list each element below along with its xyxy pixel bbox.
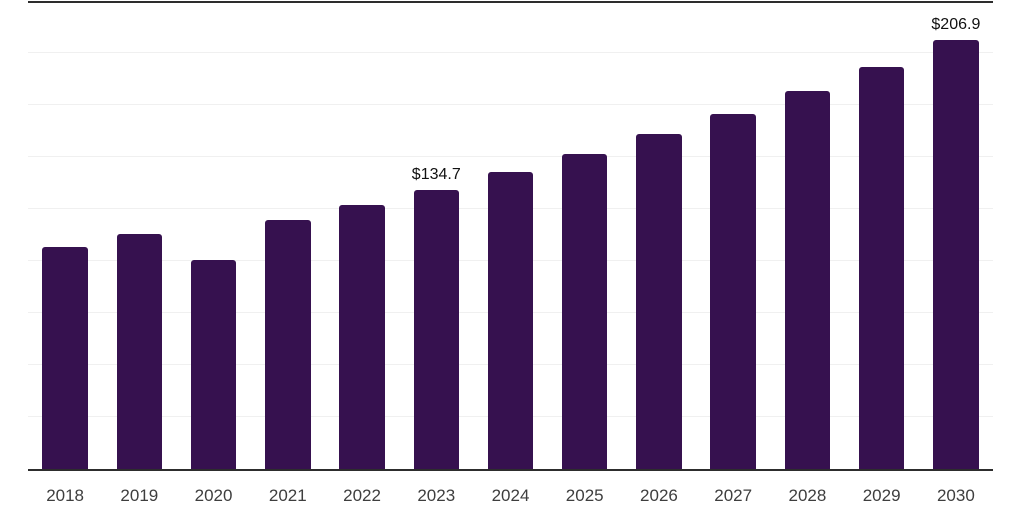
x-axis-line [28, 469, 993, 471]
plot-top-border [28, 1, 993, 3]
x-tick-2027: 2027 [714, 486, 753, 505]
bar-2030 [933, 40, 979, 470]
x-tick-2030: 2030 [936, 486, 975, 505]
bar-2028 [784, 91, 831, 470]
gridline-150 [28, 156, 993, 158]
bar-2022 [339, 205, 385, 470]
gridline-175 [28, 104, 993, 106]
x-tick-2019: 2019 [120, 486, 159, 505]
bar-2021 [265, 219, 311, 470]
x-tick-2021: 2021 [268, 486, 307, 505]
gridline-200 [28, 52, 993, 54]
bar-2019 [116, 234, 163, 470]
bar-2023 [413, 190, 460, 470]
x-tick-2029: 2029 [862, 486, 901, 505]
bar-value-label-2023: $134.7 [411, 166, 461, 184]
x-tick-2023: 2023 [417, 486, 456, 505]
x-tick-2025: 2025 [565, 486, 604, 505]
x-tick-2018: 2018 [46, 486, 85, 505]
x-tick-2024: 2024 [491, 486, 530, 505]
plot-area: $134.7 $206.9 [28, 1, 993, 471]
bar-2029 [858, 66, 905, 470]
bar-value-label-2030: $206.9 [931, 16, 981, 34]
x-tick-2026: 2026 [640, 486, 678, 505]
x-tick-2028: 2028 [788, 486, 827, 505]
bar-2027 [710, 114, 756, 470]
bar-2025 [561, 154, 608, 470]
x-tick-2022: 2022 [343, 486, 381, 505]
bar-2020 [190, 260, 237, 470]
bar-2024 [487, 172, 534, 470]
bar-2018 [42, 247, 88, 470]
x-tick-2020: 2020 [194, 486, 233, 505]
bar-2026 [636, 134, 682, 470]
